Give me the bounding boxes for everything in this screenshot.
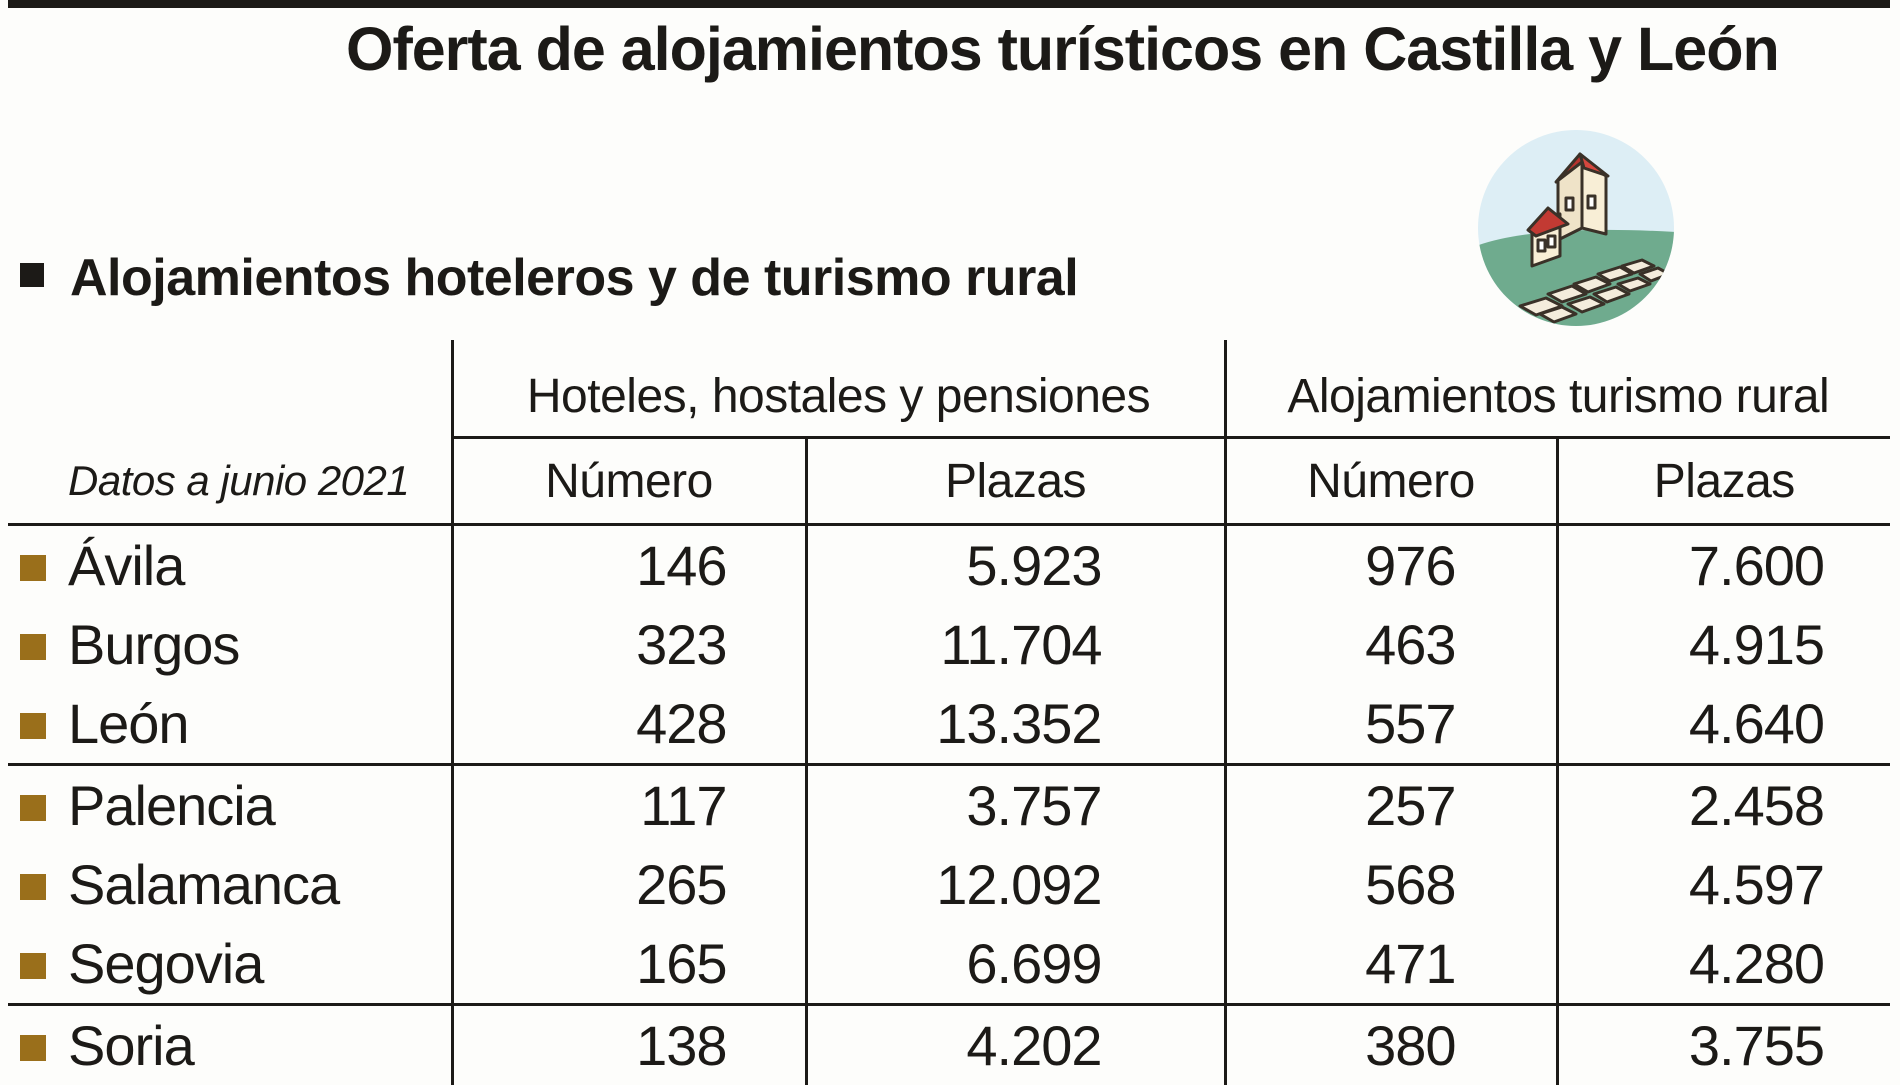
row-marker-icon [20, 1035, 46, 1061]
rural-numero: 471 [1225, 924, 1557, 1005]
rural-numero: 568 [1225, 845, 1557, 924]
row-marker-icon [20, 713, 46, 739]
rural-plazas: 4.915 [1557, 605, 1890, 684]
hoteles-plazas: 13.352 [806, 684, 1225, 765]
rural-plazas: 7.600 [1557, 525, 1890, 606]
table-row: Ávila 146 5.923 976 7.600 [8, 525, 1890, 606]
hoteles-plazas: 5.923 [806, 525, 1225, 606]
rural-numero: 463 [1225, 605, 1557, 684]
page-title: Oferta de alojamientos turísticos en Cas… [346, 14, 1779, 84]
rural-plazas: 3.755 [1557, 1005, 1890, 1085]
top-rule [8, 0, 1890, 8]
hoteles-plazas: 3.757 [806, 765, 1225, 846]
hoteles-numero: 138 [452, 1005, 806, 1085]
row-marker-icon [20, 555, 46, 581]
province-cell: Soria [8, 1005, 452, 1085]
rural-plazas: 4.280 [1557, 924, 1890, 1005]
hoteles-numero: 146 [452, 525, 806, 606]
table-row: León 428 13.352 557 4.640 [8, 684, 1890, 765]
group-header-hoteles: Hoteles, hostales y pensiones [452, 340, 1225, 438]
province-cell: Burgos [8, 605, 452, 684]
hoteles-plazas: 11.704 [806, 605, 1225, 684]
rural-numero: 557 [1225, 684, 1557, 765]
rural-numero: 380 [1225, 1005, 1557, 1085]
table-row: Palencia 117 3.757 257 2.458 [8, 765, 1890, 846]
rural-plazas: 4.640 [1557, 684, 1890, 765]
province-name: Salamanca [68, 853, 339, 916]
province-name: León [68, 692, 189, 755]
province-cell: Palencia [8, 765, 452, 846]
hoteles-plazas: 12.092 [806, 845, 1225, 924]
hoteles-numero: 265 [452, 845, 806, 924]
province-name: Burgos [68, 613, 239, 676]
rural-numero: 976 [1225, 525, 1557, 606]
table-row: Burgos 323 11.704 463 4.915 [8, 605, 1890, 684]
province-cell: Ávila [8, 525, 452, 606]
rural-plazas: 4.597 [1557, 845, 1890, 924]
square-bullet-icon [20, 263, 44, 287]
table-row: Soria 138 4.202 380 3.755 [8, 1005, 1890, 1085]
section-title: Alojamientos hoteleros y de turismo rura… [20, 248, 1078, 308]
province-name: Segovia [68, 932, 263, 995]
subheader-hoteles-numero: Número [452, 438, 806, 525]
rural-numero: 257 [1225, 765, 1557, 846]
hoteles-plazas: 6.699 [806, 924, 1225, 1005]
hoteles-numero: 323 [452, 605, 806, 684]
group-header-rural: Alojamientos turismo rural [1225, 340, 1890, 438]
hoteles-numero: 165 [452, 924, 806, 1005]
province-cell: Segovia [8, 924, 452, 1005]
table-row: Segovia 165 6.699 471 4.280 [8, 924, 1890, 1005]
section-title-text: Alojamientos hoteleros y de turismo rura… [70, 249, 1078, 307]
rural-plazas: 2.458 [1557, 765, 1890, 846]
province-cell: Salamanca [8, 845, 452, 924]
subheader-row: Datos a junio 2021 Número Plazas Número … [8, 438, 1890, 525]
province-cell: León [8, 684, 452, 765]
data-date-note: Datos a junio 2021 [8, 438, 452, 525]
accommodation-table: Hoteles, hostales y pensiones Alojamient… [8, 340, 1890, 1085]
hoteles-numero: 428 [452, 684, 806, 765]
province-name: Palencia [68, 774, 275, 837]
subheader-hoteles-plazas: Plazas [806, 438, 1225, 525]
table-row: Salamanca 265 12.092 568 4.597 [8, 845, 1890, 924]
hoteles-numero: 117 [452, 765, 806, 846]
row-marker-icon [20, 874, 46, 900]
row-marker-icon [20, 634, 46, 660]
rural-village-icon [1476, 128, 1676, 328]
row-marker-icon [20, 953, 46, 979]
row-marker-icon [20, 795, 46, 821]
subheader-rural-plazas: Plazas [1557, 438, 1890, 525]
province-name: Soria [68, 1014, 194, 1077]
subheader-rural-numero: Número [1225, 438, 1557, 525]
hoteles-plazas: 4.202 [806, 1005, 1225, 1085]
empty-corner [8, 340, 452, 438]
group-header-row: Hoteles, hostales y pensiones Alojamient… [8, 340, 1890, 438]
province-name: Ávila [68, 534, 184, 597]
